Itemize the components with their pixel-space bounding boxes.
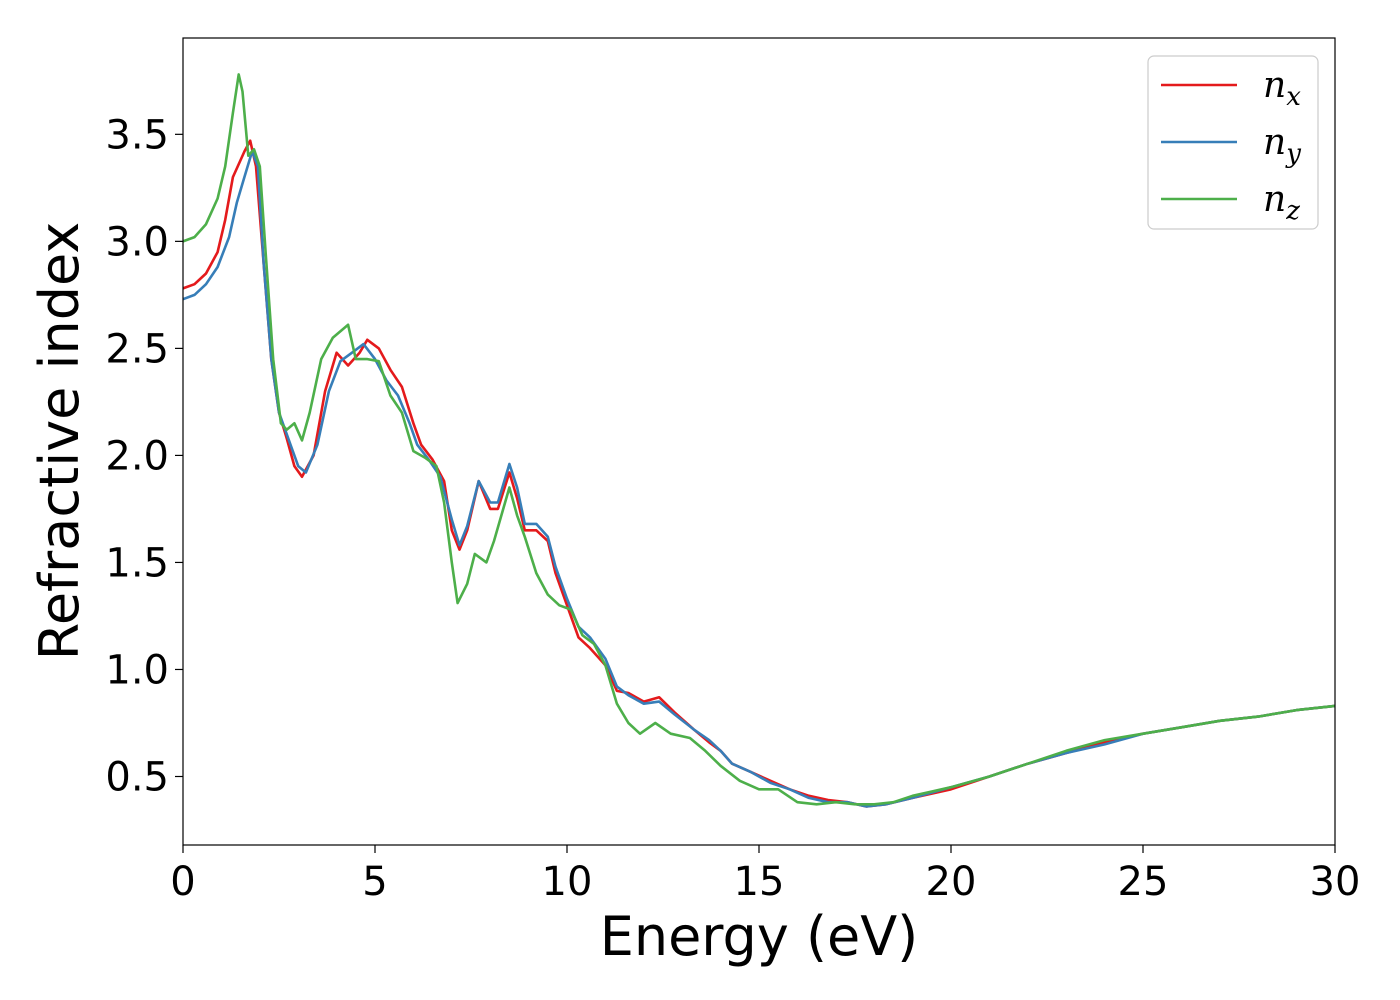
x-tick-label: 10	[542, 859, 593, 905]
plot-area	[182, 73, 1336, 808]
x-axis-label: Energy (eV)	[600, 905, 919, 968]
y-tick-label: 1.5	[105, 540, 169, 586]
y-axis-ticks: 0.5 1.0 1.5 2.0 2.5 3.0 3.5	[105, 112, 183, 801]
series-line-nz	[182, 73, 1336, 806]
x-tick-label: 25	[1118, 859, 1169, 905]
y-tick-label: 0.5	[105, 755, 169, 801]
legend-label-nz: nz	[1263, 179, 1300, 226]
y-tick-label: 2.0	[105, 433, 169, 479]
series-line-nx	[182, 139, 1336, 808]
y-tick-label: 1.0	[105, 647, 169, 693]
y-axis-label: Refractive index	[28, 222, 91, 661]
plot-frame	[182, 37, 1336, 846]
x-tick-label: 20	[926, 859, 977, 905]
x-tick-label: 5	[362, 859, 387, 905]
series-line-ny	[182, 150, 1336, 808]
y-tick-label: 3.0	[105, 219, 169, 265]
y-tick-label: 2.5	[105, 326, 169, 372]
x-tick-label: 30	[1310, 859, 1361, 905]
x-tick-label: 15	[734, 859, 785, 905]
y-tick-label: 3.5	[105, 112, 169, 158]
x-tick-label: 0	[170, 859, 195, 905]
x-axis-ticks: 0 5 10 15 20 25 30	[170, 845, 1360, 905]
